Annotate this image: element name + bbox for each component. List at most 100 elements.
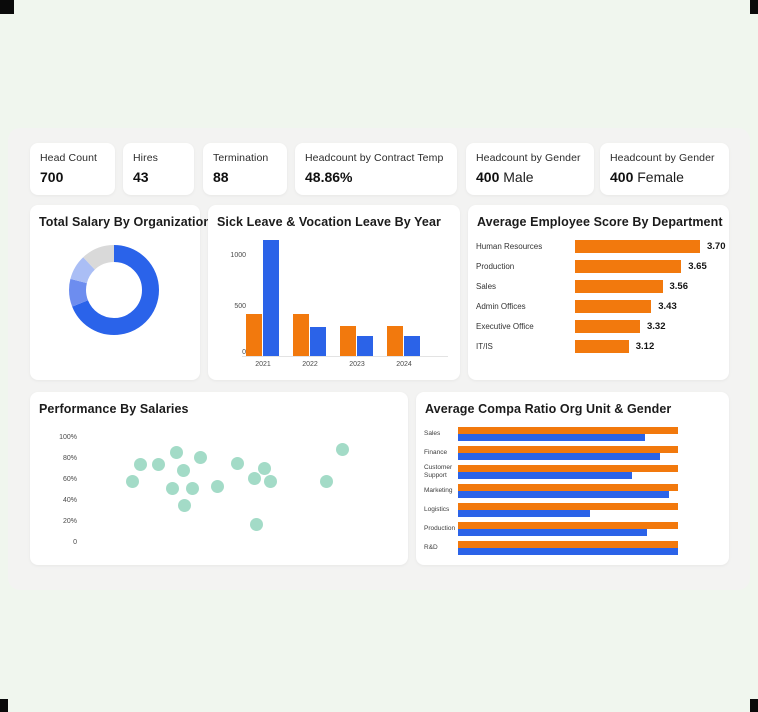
y-tick-label: 1000 [230,252,246,259]
sick-leave-bar-2023[interactable] [340,326,356,356]
kpi-card-6[interactable]: Headcount by Gender 400 Female [600,143,729,195]
score-category-label: Human Resources [476,242,543,251]
kpi-card-3[interactable]: Termination 88 [203,143,287,195]
y-tick-label: 0 [73,539,77,546]
score-value-label: 3.32 [647,321,666,332]
scatter-point-16[interactable] [319,474,333,488]
scatter-point-12[interactable] [247,472,261,486]
corner-mark-top-right [750,0,758,14]
performance-title: Performance By Salaries [39,402,189,416]
score-bar-5[interactable] [575,320,640,333]
kpi-value-suffix: Female [633,169,684,185]
kpi-card-5[interactable]: Headcount by Gender 400 Male [466,143,594,195]
scatter-point-17[interactable] [335,443,349,457]
compa-bar-blue-2[interactable] [458,453,661,460]
vocation-leave-bar-2024[interactable] [404,335,420,356]
y-tick-label: 60% [62,476,77,483]
score-bar-4[interactable] [575,300,652,313]
score-bar-2[interactable] [575,260,682,273]
sick-leave-card: Sick Leave & Vocation Leave By Year 1000… [208,205,460,380]
x-tick-label: 2023 [349,361,365,368]
kpi-value: 400 Male [476,169,584,185]
score-bar-1[interactable] [575,240,700,253]
kpi-label: Hires [133,152,159,164]
kpi-label: Termination [213,152,269,164]
scatter-point-3[interactable] [151,457,165,471]
compa-category-label: Logistics [424,505,450,513]
kpi-value: 43 [133,169,184,185]
kpi-value: 400 Female [610,169,719,185]
scatter-point-7[interactable] [177,498,191,512]
kpi-value: 700 [40,169,105,185]
kpi-value: 48.86% [305,169,447,185]
kpi-value-number: 400 [610,169,634,185]
scatter-point-10[interactable] [211,479,225,493]
compa-bar-blue-1[interactable] [458,434,645,441]
compa-bar-orange-1[interactable] [458,427,678,434]
kpi-card-2[interactable]: Hires 43 [123,143,194,195]
vocation-leave-bar-2022[interactable] [310,327,326,356]
compa-ratio-card: Average Compa Ratio Org Unit & Gender Sa… [416,392,729,565]
x-tick-label: 2021 [255,361,271,368]
vocation-leave-bar-2021[interactable] [263,240,279,356]
score-bar-3[interactable] [575,280,663,293]
scatter-point-6[interactable] [176,464,190,478]
score-bar-6[interactable] [575,340,629,353]
kpi-value-number: 700 [40,169,64,185]
scatter-point-13[interactable] [250,517,264,531]
corner-mark-bottom-left [0,699,8,712]
donut-segment-2[interactable] [69,245,159,335]
scatter-point-11[interactable] [230,456,244,470]
compa-bar-blue-5[interactable] [458,510,590,517]
compa-category-label: R&D [424,543,438,551]
score-value-label: 3.56 [669,281,689,292]
compa-bar-blue-6[interactable] [458,529,648,536]
kpi-label: Headcount by Contract Temp [305,152,444,164]
compa-ratio-title: Average Compa Ratio Org Unit & Gender [425,402,672,416]
score-value-label: 3.43 [658,301,677,312]
y-tick-label: 500 [234,303,246,310]
corner-mark-bottom-right [750,699,758,712]
scatter-point-8[interactable] [185,481,199,495]
scatter-point-5[interactable] [169,446,183,460]
scatter-point-1[interactable] [125,474,139,488]
sick-leave-bar-2022[interactable] [293,314,309,356]
compa-bar-blue-3[interactable] [458,472,632,479]
kpi-value: 88 [213,169,277,185]
total-salary-card: Total Salary By Organization [30,205,211,380]
y-tick-label: 0 [242,349,246,356]
compa-bar-orange-3[interactable] [458,465,678,472]
vocation-leave-bar-2023[interactable] [357,335,373,356]
scatter-point-4[interactable] [165,481,179,495]
kpi-value-suffix: Male [499,169,534,185]
scatter-point-2[interactable] [133,457,147,471]
compa-bar-orange-5[interactable] [458,503,678,510]
employee-score-title: Average Employee Score By Department [477,215,723,229]
kpi-label: Headcount by Gender [476,152,581,164]
compa-category-label: Customer Support [424,463,453,479]
sick-leave-bar-2021[interactable] [246,314,262,356]
compa-bar-blue-7[interactable] [458,548,678,555]
score-category-label: Production [476,262,515,271]
compa-bar-blue-4[interactable] [458,491,670,498]
compa-bar-orange-4[interactable] [458,484,678,491]
sick-leave-bar-2024[interactable] [387,326,403,356]
compa-category-label: Marketing [424,486,453,494]
kpi-card-4[interactable]: Headcount by Contract Temp 48.86% [295,143,457,195]
kpi-value-number: 43 [133,169,149,185]
score-category-label: Admin Offices [476,302,526,311]
score-category-label: IT/IS [476,342,493,351]
score-value-label: 3.70 [707,241,726,252]
scatter-point-9[interactable] [194,451,208,465]
kpi-card-1[interactable]: Head Count 700 [30,143,115,195]
scatter-point-14[interactable] [257,461,271,475]
performance-card: Performance By Salaries 100% 80% 60% 40% 20%… [30,392,408,565]
donut-segment-4[interactable] [69,245,159,335]
compa-bar-orange-7[interactable] [458,541,678,548]
compa-bar-orange-2[interactable] [458,446,678,453]
scatter-point-15[interactable] [263,474,277,488]
compa-bar-orange-6[interactable] [458,522,678,529]
score-category-label: Executive Office [476,322,534,331]
corner-mark-top-left [0,0,14,14]
